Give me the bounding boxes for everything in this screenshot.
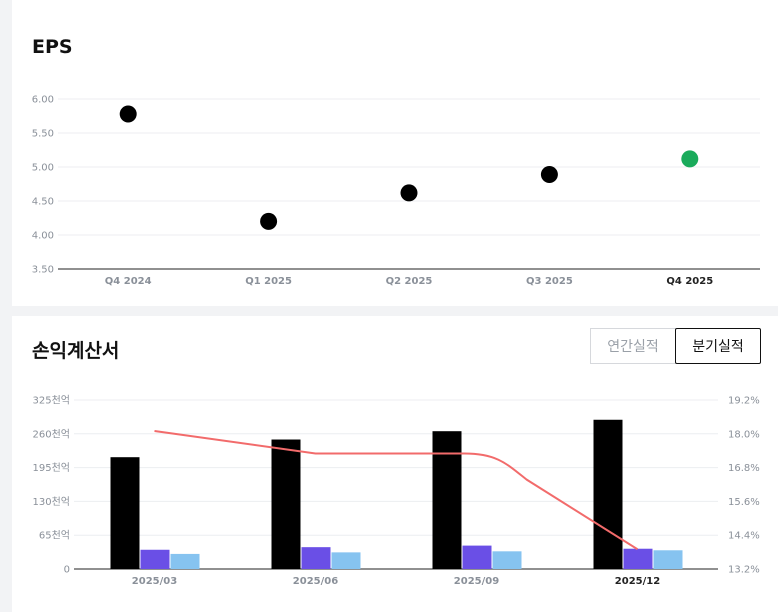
income-y2-tick-label: 19.2% <box>728 396 760 407</box>
income-y2-tick-label: 15.6% <box>728 497 760 508</box>
income-x-tick-label: 2025/12 <box>615 576 660 587</box>
eps-data-point <box>400 184 418 202</box>
income-bar <box>492 551 522 569</box>
eps-card: EPS 6.00 5.50 5.00 4.50 4.00 3.50 Q4 2024 Q1 20… <box>12 0 778 306</box>
income-bar <box>462 545 492 569</box>
eps-title: EPS <box>32 36 73 58</box>
eps-y-tick-label: 5.50 <box>32 129 54 140</box>
income-y-tick-label: 0 <box>64 565 70 576</box>
income-x-tick-label: 2025/09 <box>454 576 499 587</box>
eps-x-tick-label: Q1 2025 <box>245 276 292 287</box>
income-y-tick-label: 260천억 <box>33 428 71 440</box>
income-bar <box>271 439 301 569</box>
income-statement-chart: 325천억 260천억 195천억 130천억 65천억 0 19.2% 18.0% 16.8%… <box>33 395 760 588</box>
income-bar <box>331 552 361 569</box>
income-y-tick-label: 325천억 <box>33 395 71 407</box>
income-margin-line <box>154 429 639 551</box>
eps-x-tick-label: Q4 2024 <box>105 276 152 287</box>
income-statement-card: 손익계산서 연간실적 분기실적 325천억 260천억 195천억 130천억 65천억… <box>12 316 778 612</box>
income-y2-tick-label: 14.4% <box>728 531 760 542</box>
income-bar <box>432 431 462 569</box>
income-y-tick-label: 195천억 <box>33 462 71 474</box>
income-bar <box>301 547 331 569</box>
eps-data-point <box>681 150 699 168</box>
income-y2-tick-label: 16.8% <box>728 463 760 474</box>
eps-y-tick-label: 3.50 <box>32 265 54 276</box>
eps-x-tick-label: Q3 2025 <box>526 276 573 287</box>
eps-x-tick-label: Q4 2025 <box>666 276 713 287</box>
eps-y-tick-label: 4.00 <box>32 231 54 242</box>
eps-x-tick-label: Q2 2025 <box>386 276 433 287</box>
eps-y-tick-label: 6.00 <box>32 95 54 106</box>
income-bar <box>653 550 683 569</box>
income-bar <box>110 457 140 569</box>
income-y2-tick-label: 13.2% <box>728 565 760 576</box>
income-y-tick-label: 130천억 <box>33 496 71 508</box>
eps-chart: 6.00 5.50 5.00 4.50 4.00 3.50 Q4 2024 Q1 2025 Q2… <box>32 95 760 287</box>
income-y-tick-label: 65천억 <box>39 530 70 542</box>
annual-results-button[interactable]: 연간실적 <box>590 328 676 364</box>
eps-y-tick-label: 5.00 <box>32 163 54 174</box>
income-bar <box>170 553 200 569</box>
eps-data-point <box>119 105 137 123</box>
income-x-tick-label: 2025/03 <box>132 576 177 587</box>
eps-data-point <box>260 212 278 230</box>
income-x-tick-label: 2025/06 <box>293 576 338 587</box>
quarterly-results-button[interactable]: 분기실적 <box>675 328 761 364</box>
income-y2-tick-label: 18.0% <box>728 429 760 440</box>
income-statement-title: 손익계산서 <box>32 340 120 362</box>
income-bar <box>140 549 170 569</box>
eps-y-tick-label: 4.50 <box>32 197 54 208</box>
income-bar <box>623 548 653 569</box>
income-bar <box>593 419 623 569</box>
eps-data-point <box>540 165 558 183</box>
